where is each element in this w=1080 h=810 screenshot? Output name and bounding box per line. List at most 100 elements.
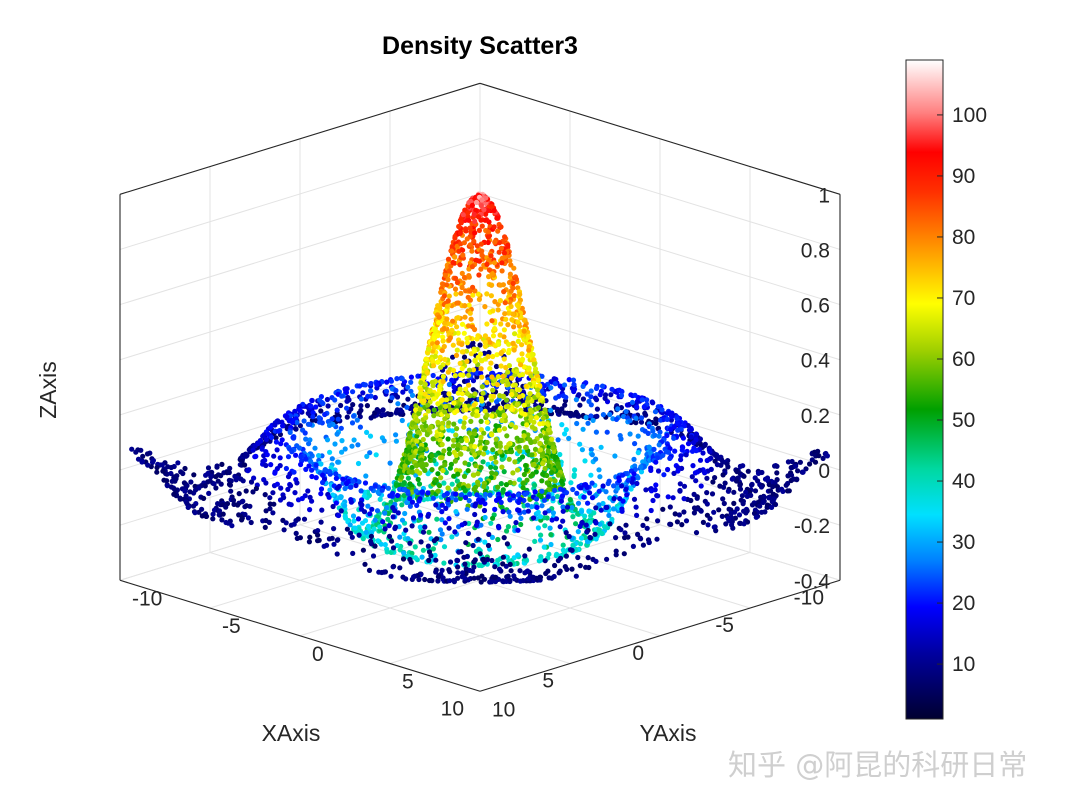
scatter-point [496, 423, 502, 429]
scatter-point [479, 384, 485, 390]
scatter-point [492, 574, 498, 581]
scatter-point [622, 530, 628, 536]
scatter-point [506, 456, 512, 462]
scatter-point [440, 373, 446, 380]
scatter-point [681, 483, 688, 489]
scatter-point [532, 439, 538, 445]
scatter-point [383, 388, 390, 394]
scatter-point [653, 482, 659, 488]
scatter-point [641, 404, 647, 410]
scatter-point [199, 513, 205, 519]
scatter-point [271, 501, 277, 507]
scatter-point [465, 323, 472, 329]
scatter-point [507, 258, 513, 264]
scatter-point [438, 364, 444, 370]
scatter-point [525, 353, 531, 359]
scatter-point [671, 435, 677, 441]
scatter-point [280, 423, 286, 429]
scatter-point [698, 483, 704, 489]
scatter-point [631, 456, 637, 462]
scatter-point [579, 447, 586, 453]
scatter-point [741, 473, 747, 479]
scatter-point [140, 453, 146, 459]
scatter-point [635, 475, 641, 481]
scatter-point [407, 495, 413, 501]
scatter-point [498, 363, 504, 369]
scatter-point [351, 437, 357, 443]
scatter-point [397, 534, 403, 540]
scatter-point [449, 481, 455, 487]
scatter-point [635, 531, 641, 538]
scatter-point [291, 469, 297, 475]
scatter-point [437, 437, 443, 443]
scatter-point [515, 552, 521, 558]
scatter-point [588, 447, 594, 453]
scatter-point [541, 544, 547, 550]
scatter-point [535, 387, 541, 393]
scatter-point [812, 459, 819, 465]
scatter-point [475, 575, 481, 581]
scatter-point [340, 476, 346, 482]
scatter-point [397, 565, 403, 571]
scatter-point [412, 573, 418, 579]
colorbar-tick-label: 70 [952, 287, 975, 310]
scatter-point [524, 422, 530, 428]
scatter-point [358, 407, 364, 413]
scatter-point [345, 394, 351, 401]
scatter-point [503, 316, 509, 322]
scatter-point [459, 391, 465, 397]
scatter-point [454, 478, 460, 484]
scatter-point [504, 541, 510, 547]
scatter-point [633, 415, 639, 421]
scatter-point [393, 387, 399, 394]
scatter-point [399, 474, 405, 480]
scatter-point [330, 503, 336, 510]
scatter-point [208, 474, 214, 480]
scatter-point [510, 311, 516, 317]
scatter-point [577, 563, 583, 569]
scatter-point [491, 207, 497, 213]
scatter-point [372, 483, 378, 489]
scatter-point [334, 537, 340, 543]
scatter-point [439, 441, 445, 448]
scatter-point [722, 480, 728, 486]
scatter-point [472, 557, 478, 563]
scatter-point [145, 462, 151, 468]
scatter-point [543, 570, 549, 577]
scatter-point [240, 478, 246, 484]
scatter-point [400, 389, 406, 395]
scatter-point [536, 492, 542, 498]
scatter-point [521, 317, 527, 323]
scatter-point [475, 471, 481, 477]
scatter-point [274, 447, 280, 453]
scatter-point [634, 480, 640, 487]
scatter-point [367, 433, 374, 439]
scatter-point [542, 510, 548, 516]
scatter-point [360, 536, 366, 542]
scatter-point [460, 252, 466, 258]
scatter-point [474, 492, 480, 498]
scatter-point [587, 519, 593, 526]
scatter-point [358, 396, 364, 402]
scatter-point [458, 372, 464, 378]
scatter-point [476, 562, 482, 569]
scatter-point [552, 381, 558, 387]
scatter-point [182, 465, 188, 472]
x-tick-label: -10 [794, 586, 824, 609]
scatter-point [451, 400, 457, 406]
scatter-point [358, 403, 364, 409]
scatter-point [461, 473, 468, 479]
scatter-point [444, 282, 450, 288]
scatter-point [501, 250, 507, 256]
scatter-point [691, 505, 698, 511]
scatter-point [303, 436, 309, 442]
scatter-point [589, 452, 595, 458]
scatter-point [305, 488, 311, 494]
scatter-point [694, 495, 700, 501]
scatter-point [453, 497, 459, 503]
scatter-point [505, 322, 511, 328]
scatter-point [515, 527, 521, 533]
scatter-point [511, 293, 517, 299]
scatter-point [537, 537, 544, 543]
scatter-point [469, 264, 475, 270]
